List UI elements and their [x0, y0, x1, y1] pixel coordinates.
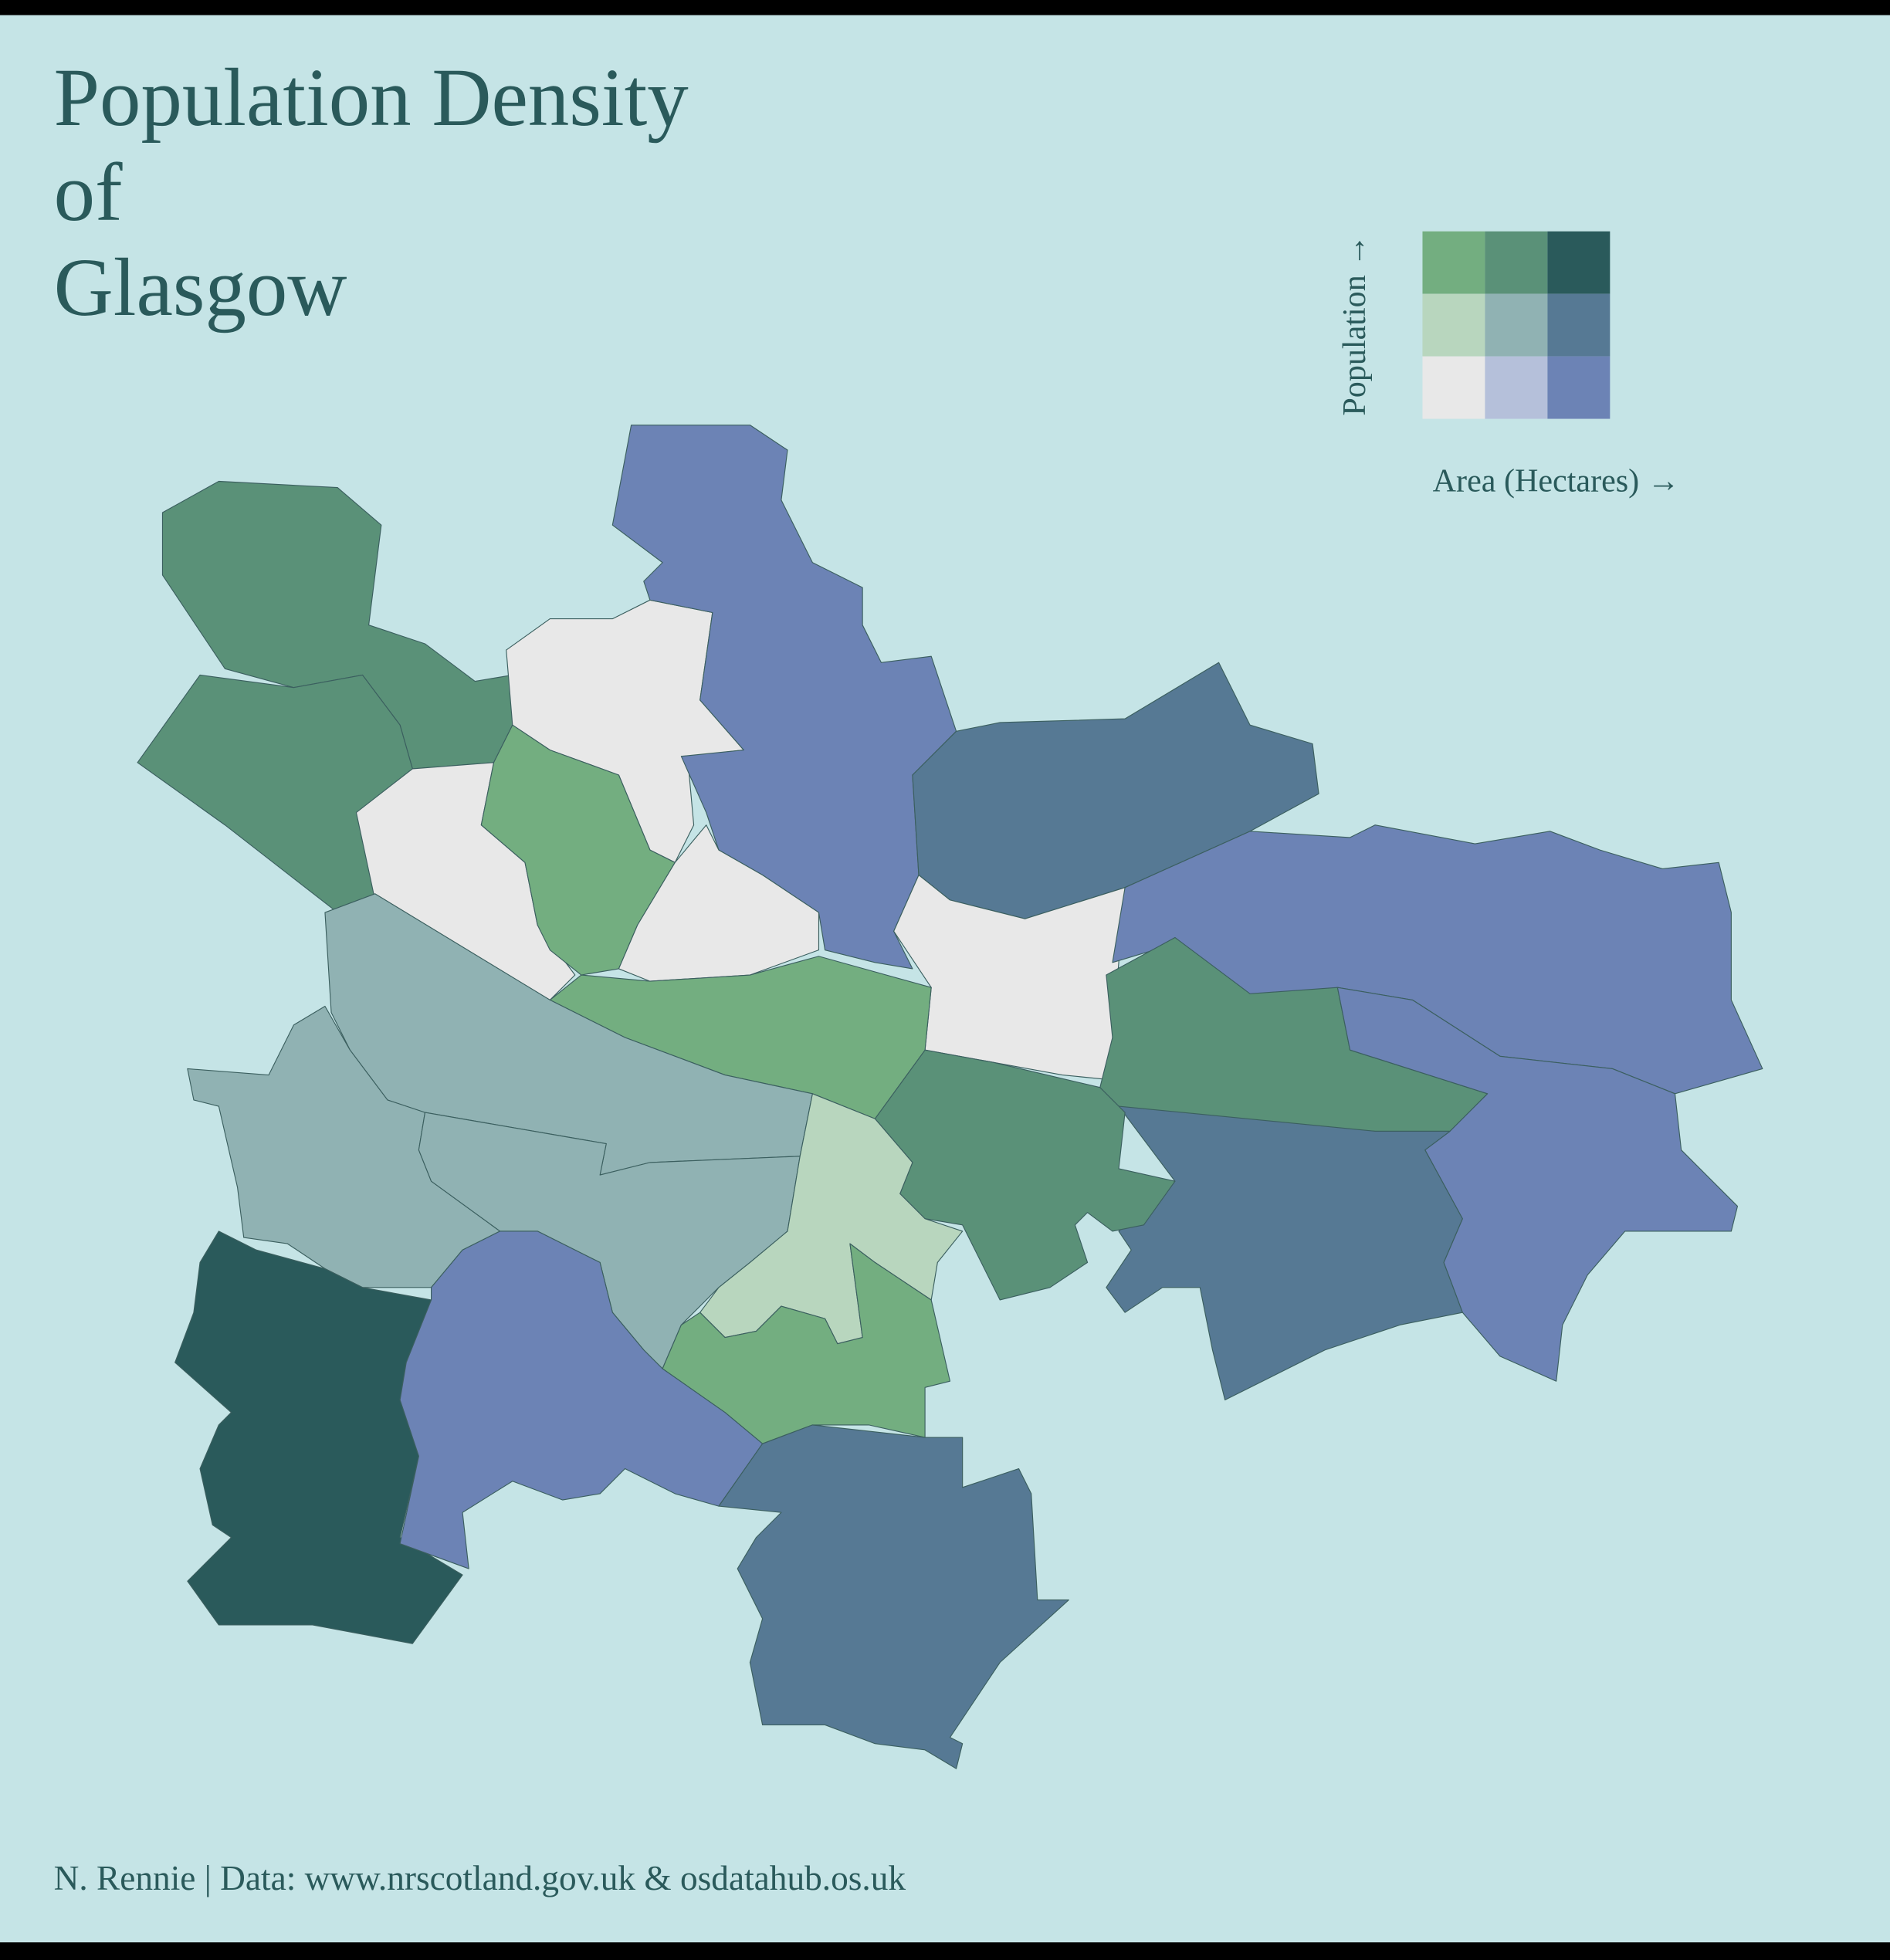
region [174, 1231, 463, 1644]
legend-cell [1422, 293, 1485, 357]
region [611, 425, 957, 970]
legend-cell [1485, 356, 1548, 419]
title-line: of [54, 147, 123, 239]
region [1106, 1105, 1463, 1401]
legend-x-label: Area (Hectares) → [1433, 462, 1680, 499]
legend-y-label: Population → [1336, 235, 1373, 416]
legend-cell [1547, 231, 1611, 294]
region [718, 1424, 1069, 1769]
title-line: Population Density [54, 52, 689, 144]
legend-cell [1422, 231, 1485, 294]
legend-cell [1485, 293, 1548, 357]
legend: Population → Area (Hectares) → [1336, 231, 1680, 499]
regions [137, 425, 1763, 1769]
legend-cell [1547, 293, 1611, 357]
region [399, 1231, 764, 1569]
caption: N. Rennie | Data: www.nrscotland.gov.uk … [54, 1859, 906, 1897]
legend-cell [1485, 231, 1548, 294]
title-line: Glasgow [54, 242, 347, 333]
legend-cell [1547, 356, 1611, 419]
legend-cell [1422, 356, 1485, 419]
